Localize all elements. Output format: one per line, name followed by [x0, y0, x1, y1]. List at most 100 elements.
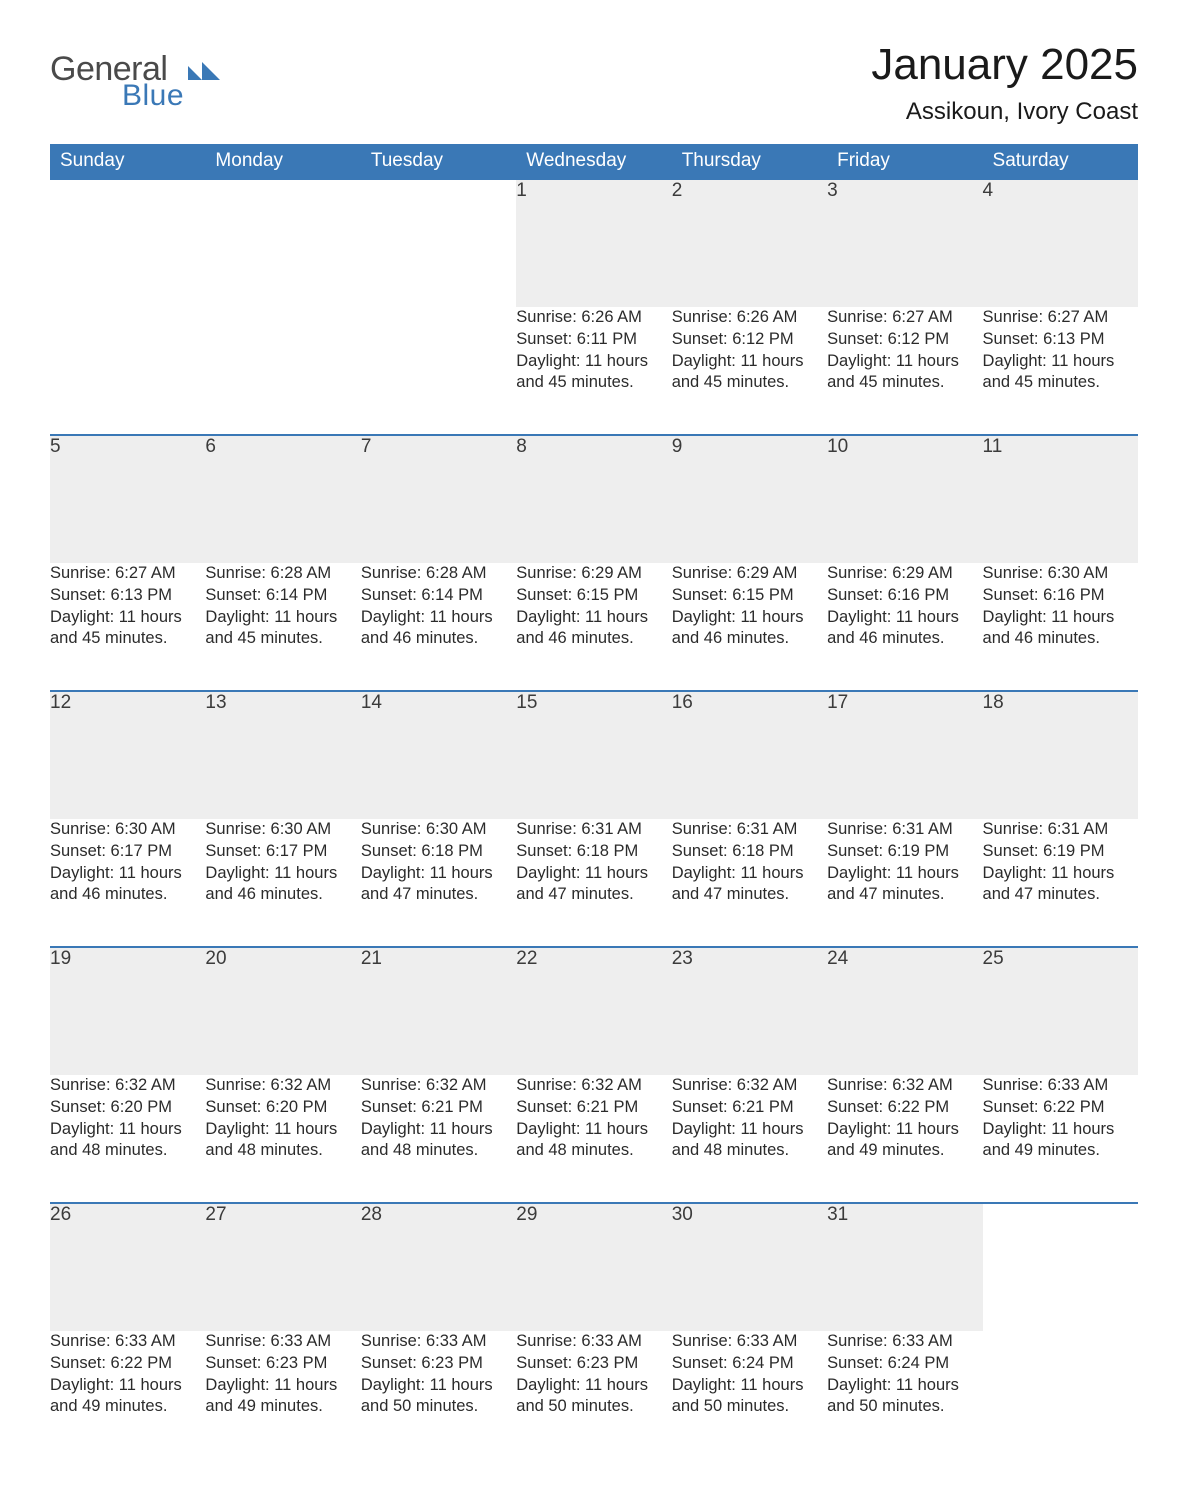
week-detail-row: Sunrise: 6:32 AMSunset: 6:20 PMDaylight:…	[50, 1075, 1138, 1203]
day-detail-cell: Sunrise: 6:31 AMSunset: 6:19 PMDaylight:…	[827, 819, 982, 947]
daylight-line-1: Daylight: 11 hours	[983, 607, 1138, 629]
day-detail-cell	[983, 1331, 1138, 1459]
day-detail-cell: Sunrise: 6:30 AMSunset: 6:16 PMDaylight:…	[983, 563, 1138, 691]
day-number-cell: 14	[361, 691, 516, 819]
day-detail-cell: Sunrise: 6:31 AMSunset: 6:18 PMDaylight:…	[516, 819, 671, 947]
week-daynum-row: 567891011	[50, 435, 1138, 563]
week-daynum-row: 12131415161718	[50, 691, 1138, 819]
sunset-line: Sunset: 6:23 PM	[516, 1353, 671, 1375]
sunset-line: Sunset: 6:21 PM	[361, 1097, 516, 1119]
daylight-line-2: and 48 minutes.	[672, 1140, 827, 1162]
sunset-line: Sunset: 6:13 PM	[50, 585, 205, 607]
daylight-line-2: and 50 minutes.	[516, 1396, 671, 1418]
day-number-cell: 31	[827, 1203, 982, 1331]
day-header: Monday	[205, 144, 360, 179]
daylight-line-1: Daylight: 11 hours	[516, 1375, 671, 1397]
daylight-line-1: Daylight: 11 hours	[827, 1375, 982, 1397]
daylight-line-1: Daylight: 11 hours	[205, 1119, 360, 1141]
daylight-line-1: Daylight: 11 hours	[516, 1119, 671, 1141]
week-daynum-row: 1234	[50, 179, 1138, 307]
day-detail-cell	[361, 307, 516, 435]
daylight-line-1: Daylight: 11 hours	[50, 1375, 205, 1397]
sunrise-line: Sunrise: 6:32 AM	[50, 1075, 205, 1097]
daylight-line-1: Daylight: 11 hours	[516, 351, 671, 373]
day-detail-cell: Sunrise: 6:26 AMSunset: 6:11 PMDaylight:…	[516, 307, 671, 435]
sunrise-line: Sunrise: 6:29 AM	[672, 563, 827, 585]
day-header: Saturday	[983, 144, 1138, 179]
day-detail-cell: Sunrise: 6:31 AMSunset: 6:19 PMDaylight:…	[983, 819, 1138, 947]
daylight-line-1: Daylight: 11 hours	[50, 607, 205, 629]
sunrise-line: Sunrise: 6:30 AM	[50, 819, 205, 841]
daylight-line-2: and 50 minutes.	[827, 1396, 982, 1418]
sunset-line: Sunset: 6:12 PM	[672, 329, 827, 351]
sunset-line: Sunset: 6:24 PM	[827, 1353, 982, 1375]
daylight-line-1: Daylight: 11 hours	[827, 863, 982, 885]
day-detail-cell: Sunrise: 6:33 AMSunset: 6:22 PMDaylight:…	[50, 1331, 205, 1459]
day-detail-cell: Sunrise: 6:32 AMSunset: 6:21 PMDaylight:…	[516, 1075, 671, 1203]
daylight-line-2: and 45 minutes.	[516, 372, 671, 394]
day-detail-cell: Sunrise: 6:30 AMSunset: 6:17 PMDaylight:…	[205, 819, 360, 947]
day-number-cell: 27	[205, 1203, 360, 1331]
sunset-line: Sunset: 6:19 PM	[983, 841, 1138, 863]
daylight-line-2: and 47 minutes.	[361, 884, 516, 906]
sunrise-line: Sunrise: 6:33 AM	[205, 1331, 360, 1353]
sunrise-line: Sunrise: 6:32 AM	[361, 1075, 516, 1097]
day-number-cell: 20	[205, 947, 360, 1075]
daylight-line-2: and 49 minutes.	[205, 1396, 360, 1418]
sunset-line: Sunset: 6:16 PM	[827, 585, 982, 607]
brand-logo: General Blue	[50, 40, 220, 113]
day-detail-cell: Sunrise: 6:28 AMSunset: 6:14 PMDaylight:…	[361, 563, 516, 691]
sunrise-line: Sunrise: 6:32 AM	[516, 1075, 671, 1097]
daylight-line-1: Daylight: 11 hours	[983, 1119, 1138, 1141]
daylight-line-1: Daylight: 11 hours	[50, 1119, 205, 1141]
day-number-cell: 13	[205, 691, 360, 819]
sunrise-line: Sunrise: 6:33 AM	[361, 1331, 516, 1353]
day-header: Tuesday	[361, 144, 516, 179]
sunrise-line: Sunrise: 6:33 AM	[50, 1331, 205, 1353]
daylight-line-1: Daylight: 11 hours	[827, 1119, 982, 1141]
sunset-line: Sunset: 6:15 PM	[516, 585, 671, 607]
sunrise-line: Sunrise: 6:27 AM	[983, 307, 1138, 329]
day-number-cell: 29	[516, 1203, 671, 1331]
day-header-row: Sunday Monday Tuesday Wednesday Thursday…	[50, 144, 1138, 179]
day-detail-cell: Sunrise: 6:29 AMSunset: 6:15 PMDaylight:…	[516, 563, 671, 691]
sunset-line: Sunset: 6:21 PM	[672, 1097, 827, 1119]
sunrise-line: Sunrise: 6:32 AM	[827, 1075, 982, 1097]
day-detail-cell	[205, 307, 360, 435]
sunset-line: Sunset: 6:20 PM	[205, 1097, 360, 1119]
day-detail-cell: Sunrise: 6:32 AMSunset: 6:20 PMDaylight:…	[205, 1075, 360, 1203]
daylight-line-2: and 45 minutes.	[672, 372, 827, 394]
sunrise-line: Sunrise: 6:26 AM	[672, 307, 827, 329]
daylight-line-2: and 47 minutes.	[516, 884, 671, 906]
daylight-line-2: and 49 minutes.	[983, 1140, 1138, 1162]
sunrise-line: Sunrise: 6:30 AM	[983, 563, 1138, 585]
day-detail-cell: Sunrise: 6:32 AMSunset: 6:21 PMDaylight:…	[361, 1075, 516, 1203]
sunset-line: Sunset: 6:17 PM	[50, 841, 205, 863]
daylight-line-2: and 45 minutes.	[50, 628, 205, 650]
day-detail-cell: Sunrise: 6:31 AMSunset: 6:18 PMDaylight:…	[672, 819, 827, 947]
day-detail-cell: Sunrise: 6:27 AMSunset: 6:13 PMDaylight:…	[983, 307, 1138, 435]
day-number-cell: 28	[361, 1203, 516, 1331]
daylight-line-1: Daylight: 11 hours	[361, 1119, 516, 1141]
sunset-line: Sunset: 6:24 PM	[672, 1353, 827, 1375]
day-number-cell: 5	[50, 435, 205, 563]
day-detail-cell: Sunrise: 6:27 AMSunset: 6:12 PMDaylight:…	[827, 307, 982, 435]
day-number-cell: 15	[516, 691, 671, 819]
sunrise-line: Sunrise: 6:33 AM	[672, 1331, 827, 1353]
sunset-line: Sunset: 6:21 PM	[516, 1097, 671, 1119]
day-number-cell: 7	[361, 435, 516, 563]
daylight-line-1: Daylight: 11 hours	[672, 607, 827, 629]
day-number-cell: 24	[827, 947, 982, 1075]
location-subtitle: Assikoun, Ivory Coast	[871, 98, 1138, 126]
sunset-line: Sunset: 6:22 PM	[827, 1097, 982, 1119]
day-number-cell: 26	[50, 1203, 205, 1331]
brand-flag-icon	[188, 62, 220, 82]
day-detail-cell: Sunrise: 6:30 AMSunset: 6:18 PMDaylight:…	[361, 819, 516, 947]
daylight-line-2: and 45 minutes.	[205, 628, 360, 650]
sunrise-line: Sunrise: 6:33 AM	[827, 1331, 982, 1353]
day-number-cell: 12	[50, 691, 205, 819]
daylight-line-2: and 50 minutes.	[672, 1396, 827, 1418]
daylight-line-1: Daylight: 11 hours	[205, 607, 360, 629]
day-detail-cell: Sunrise: 6:27 AMSunset: 6:13 PMDaylight:…	[50, 563, 205, 691]
daylight-line-1: Daylight: 11 hours	[361, 863, 516, 885]
